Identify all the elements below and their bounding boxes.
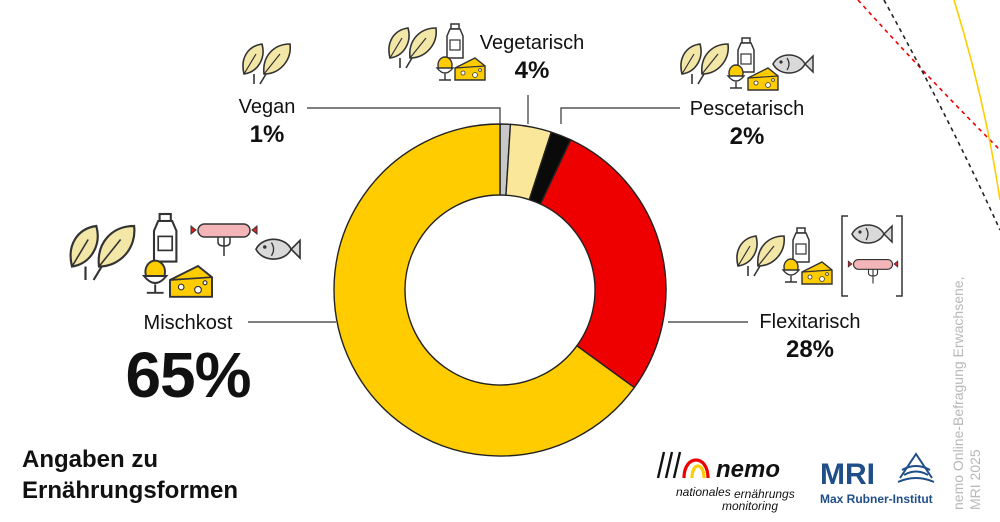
label-mixed-pct: 65% bbox=[125, 339, 251, 411]
vegan-icons bbox=[242, 43, 292, 85]
nemo-logo-line2: ernährungs bbox=[734, 487, 795, 501]
label-flexitarian-name: Flexitarisch bbox=[759, 311, 861, 333]
egg-cup-icon bbox=[727, 64, 745, 89]
label-vegetarian-name: Vegetarisch bbox=[479, 32, 585, 54]
mri-logo-sub: Max Rubner-Institut bbox=[820, 492, 933, 506]
fish-icon bbox=[851, 224, 893, 244]
milk-bottle-icon bbox=[792, 227, 810, 263]
cheese-icon bbox=[169, 265, 213, 298]
mri-logo: MRI Max Rubner-Institut bbox=[820, 452, 935, 506]
donut-slice-flexitarisch bbox=[539, 139, 667, 389]
title-line-1: Angaben zu bbox=[22, 446, 158, 473]
donut-slice-mischkost bbox=[333, 123, 635, 457]
leaf-icon bbox=[388, 27, 438, 69]
sausage-fork-icon bbox=[847, 258, 899, 285]
bracket-icon bbox=[841, 215, 903, 297]
flexitarian-icons bbox=[736, 215, 903, 297]
leaf-icon bbox=[69, 224, 136, 282]
page-title: Angaben zu Ernährungsformen bbox=[22, 444, 238, 506]
fish-icon bbox=[255, 238, 301, 260]
label-flexitarian-pct: 28% bbox=[785, 336, 835, 363]
label-pescetarian: Pescetarisch 2% bbox=[684, 98, 810, 150]
vegetarian-icons bbox=[388, 23, 486, 81]
mri-wave-icon bbox=[897, 452, 935, 483]
decorative-lines bbox=[857, 0, 1000, 231]
egg-cup-icon bbox=[436, 56, 454, 81]
donut-slices bbox=[333, 123, 667, 457]
nemo-logo: nemo nationales ernährungs monitoring bbox=[656, 451, 795, 513]
sausage-fork-icon bbox=[190, 223, 258, 257]
leaf-icon bbox=[242, 43, 292, 85]
nemo-logo-word: nemo bbox=[716, 456, 780, 483]
title-line-2: Ernährungsformen bbox=[22, 477, 239, 505]
label-pescetarian-pct: 2% bbox=[729, 123, 765, 150]
milk-bottle-icon bbox=[152, 212, 178, 263]
label-vegan-pct: 1% bbox=[249, 121, 285, 148]
cheese-icon bbox=[801, 261, 833, 285]
label-vegetarian-pct: 4% bbox=[514, 57, 550, 84]
source-note: nemo Online-Befragung Erwachsene, MRI 20… bbox=[950, 277, 984, 510]
nemo-logo-line1: nationales bbox=[676, 485, 731, 499]
leaf-icon bbox=[680, 43, 730, 85]
egg-cup-icon bbox=[143, 259, 168, 294]
pescetarian-icons bbox=[680, 37, 814, 91]
nemo-logo-line3: monitoring bbox=[722, 499, 778, 513]
label-flexitarian: Flexitarisch 28% bbox=[752, 311, 868, 363]
leader-lines bbox=[248, 95, 748, 323]
label-pescetarian-name: Pescetarisch bbox=[689, 98, 805, 120]
label-mixed: Mischkost 65% bbox=[100, 312, 276, 410]
label-vegan: Vegan 1% bbox=[226, 96, 308, 148]
egg-cup-icon bbox=[782, 258, 800, 283]
source-line-2: MRI 2025 bbox=[966, 449, 983, 510]
source-line-1: nemo Online-Befragung Erwachsene, bbox=[950, 276, 966, 510]
fish-icon bbox=[772, 54, 814, 74]
leaf-icon bbox=[736, 235, 786, 277]
label-mixed-name: Mischkost bbox=[143, 312, 233, 334]
mixed-diet-icons bbox=[69, 212, 301, 298]
label-vegan-name: Vegan bbox=[238, 96, 296, 118]
mri-logo-word: MRI bbox=[820, 458, 875, 491]
label-vegetarian: Vegetarisch 4% bbox=[474, 32, 590, 84]
milk-bottle-icon bbox=[446, 23, 464, 59]
